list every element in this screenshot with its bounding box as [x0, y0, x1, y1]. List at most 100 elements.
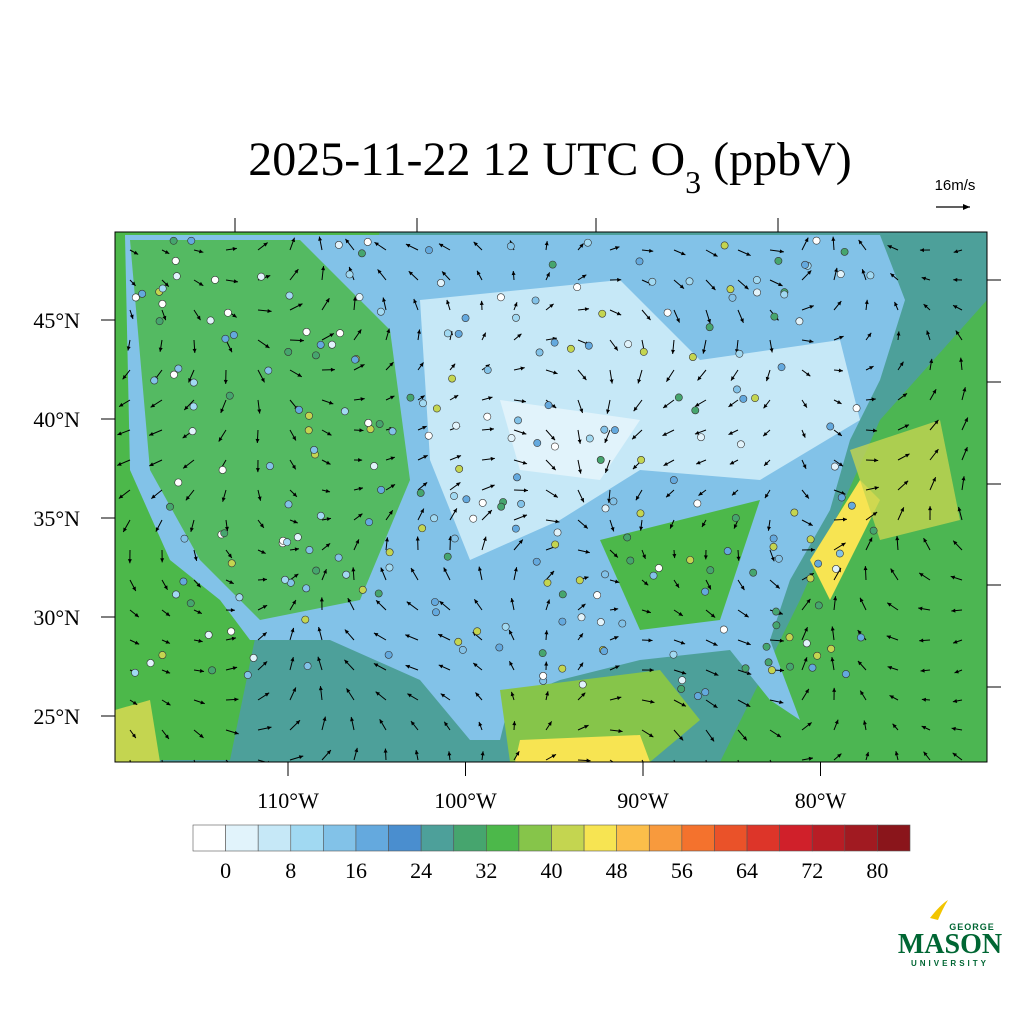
wind-arrow-head [744, 285, 749, 290]
wind-arrow-head [358, 458, 363, 463]
wind-arrow-head [294, 547, 299, 552]
wind-arrow-head [663, 404, 668, 409]
colorbar-box [877, 824, 911, 852]
wind-arrow-head [579, 662, 584, 667]
wind-arrow-head [861, 269, 866, 274]
gulf-yellow [515, 735, 650, 762]
wind-arrow-head [779, 638, 784, 643]
wind-arrow-head [837, 400, 842, 404]
wind-arrow-head [872, 428, 878, 433]
station [166, 502, 174, 511]
colorbar-box [323, 824, 357, 852]
station [584, 341, 593, 350]
station [334, 241, 343, 249]
wind-arrow-head [196, 768, 200, 772]
station [342, 570, 351, 579]
wind-arrow-head [374, 242, 379, 247]
wind-arrow-head [579, 408, 584, 413]
wind-arrow-head [478, 566, 482, 571]
station [637, 456, 645, 464]
wind-arrow-head [892, 723, 897, 729]
wind-arrow-head [513, 302, 518, 307]
wind-arrow-head [578, 469, 582, 474]
station [573, 283, 582, 292]
wind-arrow-head [955, 330, 960, 335]
wind-arrow-head [779, 249, 784, 254]
station [840, 247, 849, 256]
station [384, 650, 393, 659]
wind-arrow-head [149, 462, 154, 467]
wind-arrow-head [439, 601, 444, 606]
station [334, 553, 343, 562]
wind-arrow-head [803, 403, 807, 408]
wind-arrow-head [377, 269, 382, 274]
wind-arrow-head [551, 754, 557, 759]
wind-arrow-head [874, 486, 879, 491]
wind-arrows [117, 236, 969, 772]
station [430, 514, 439, 523]
colorbar-box [616, 824, 650, 852]
station [227, 559, 236, 568]
station [663, 308, 672, 317]
wind-arrow-head [517, 333, 522, 338]
wind-arrow-head [291, 464, 296, 470]
atlantic-light [850, 420, 960, 540]
colorbar-box [355, 824, 389, 852]
wind-arrow-head [192, 348, 197, 353]
station [249, 654, 258, 662]
wind-arrow-head [521, 399, 526, 404]
colorbar-box [257, 824, 292, 852]
station [611, 426, 619, 435]
wind-arrow-head [265, 344, 270, 348]
wind-arrow-head [713, 703, 718, 708]
station [284, 348, 293, 356]
wind-arrow-head [480, 751, 485, 756]
wind-arrow-head [713, 642, 718, 646]
wind-arrow-head [453, 395, 459, 399]
wind-arrow-head [199, 668, 205, 673]
pacific-light [115, 700, 160, 762]
station [188, 427, 197, 436]
wind-arrow-head [961, 476, 966, 481]
wind-arrow-head [489, 427, 494, 432]
wind-arrow-head [694, 430, 700, 435]
wind-arrow-head [345, 238, 350, 244]
title-subscript: 3 [685, 164, 701, 200]
wind-arrow-head [546, 272, 550, 277]
station [648, 277, 657, 286]
wind-arrow-head [166, 701, 171, 706]
station [302, 327, 311, 336]
wind-arrow-head [680, 251, 686, 256]
wind-arrow-head [903, 480, 909, 485]
station [785, 633, 794, 642]
station [624, 340, 633, 348]
station [774, 256, 783, 265]
wind-arrow-head [262, 577, 267, 582]
wind-arrow-head [953, 305, 958, 309]
wind-arrow-head [646, 315, 651, 321]
wind-arrow-head [865, 752, 870, 757]
station [374, 589, 383, 598]
wind-arrow-head [509, 661, 514, 666]
wind-arrow-head [904, 424, 910, 429]
station [186, 599, 195, 608]
wind-arrow-head [615, 665, 620, 670]
station [735, 349, 744, 358]
station [364, 419, 373, 427]
station [705, 323, 714, 332]
station [795, 317, 804, 326]
station [813, 651, 822, 660]
colorbar-label: 80 [866, 858, 888, 883]
wind-arrow-head [672, 553, 677, 559]
wind-arrow-head [703, 555, 708, 560]
wind-arrow-head [953, 639, 958, 644]
wind-arrow-head [923, 538, 928, 543]
colorbar-label: 64 [736, 858, 758, 883]
colorbar-label: 72 [801, 858, 823, 883]
wind-arrow-head [355, 539, 360, 544]
wind-arrow-head [921, 725, 927, 730]
station [284, 500, 293, 509]
wind-arrow-head [375, 691, 381, 696]
colorbar-box [453, 824, 487, 852]
wind-arrow-head [895, 536, 900, 541]
